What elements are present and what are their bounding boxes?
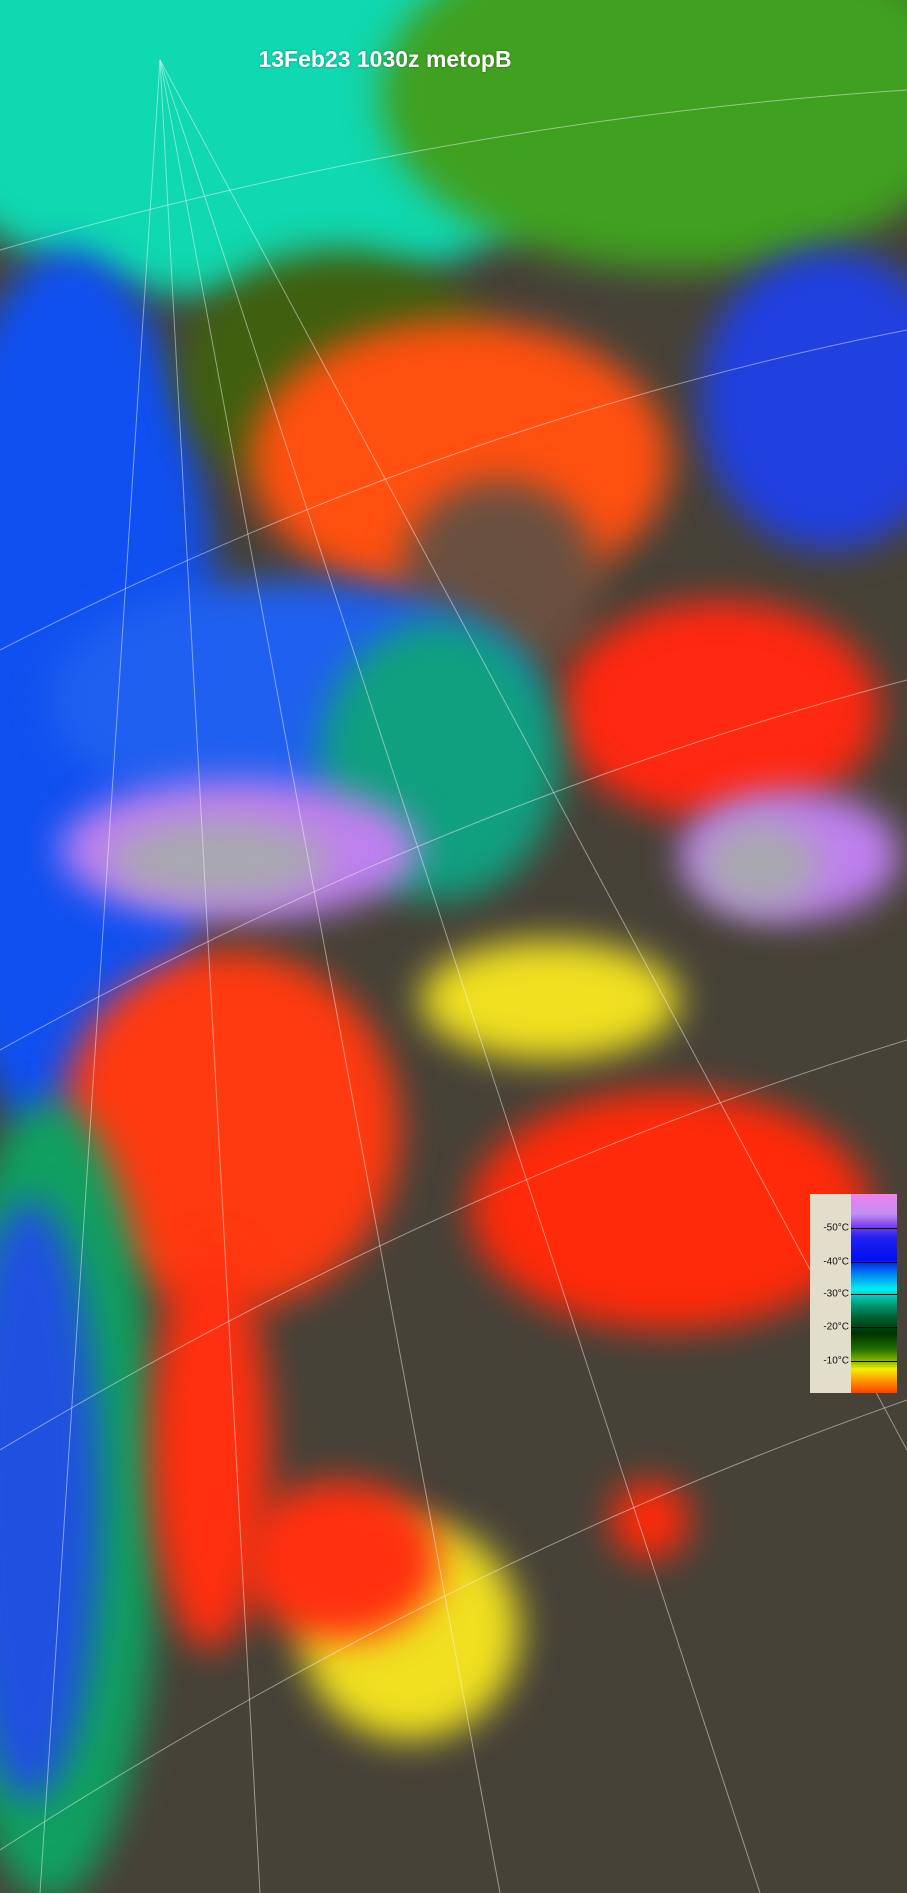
temperature-legend: -50°C -40°C -30°C -20°C -10°C — [810, 1194, 897, 1393]
legend-tick-label: -20°C — [823, 1321, 849, 1333]
image-title: 13Feb23 1030z metopB — [258, 46, 512, 72]
legend-tick-line — [851, 1327, 897, 1329]
legend-tick-label: -30°C — [823, 1288, 849, 1300]
legend-tick-label: -40°C — [823, 1256, 849, 1268]
legend-tick-label: -50°C — [823, 1222, 849, 1234]
legend-color-bar — [851, 1194, 897, 1393]
legend-tick-line — [851, 1261, 897, 1263]
legend-tick-line — [851, 1227, 897, 1229]
legend-tick-line — [851, 1294, 897, 1296]
legend-labels: -50°C -40°C -30°C -20°C -10°C — [810, 1194, 851, 1393]
legend-tick-line — [851, 1361, 897, 1363]
legend-tick-label: -10°C — [823, 1355, 849, 1367]
